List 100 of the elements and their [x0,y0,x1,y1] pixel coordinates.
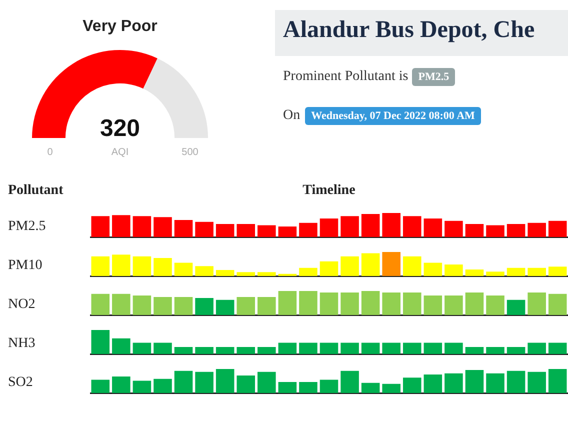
bar [548,369,567,393]
bar [465,270,484,276]
y-axis-title: PM2.5 [8,219,46,235]
bar [299,268,318,276]
bar [361,253,380,276]
bar [236,272,256,276]
bar [258,372,276,393]
bar [258,272,276,276]
y-axis-title: SO2 [8,375,33,391]
bar [548,220,567,237]
bar [299,342,318,354]
bar [216,224,234,237]
bar [236,347,256,354]
bar [299,291,318,315]
bar [91,256,110,276]
y-axis-title: NH3 [8,336,36,352]
bar [465,370,484,393]
bar [132,216,152,237]
bar [132,296,152,315]
bar [548,266,567,276]
bar [486,347,504,354]
bar [320,342,338,354]
bar [236,375,256,393]
bar [465,292,484,315]
bar [528,292,546,315]
bar [528,222,546,237]
bar [91,294,110,315]
bar [340,256,359,276]
bar [112,215,130,237]
bar [486,296,504,315]
text: Wednesday, 07 Dec 2022 08:00 AM [305,107,481,125]
bar [444,220,463,237]
bar [382,252,400,276]
bar [174,370,193,393]
text: 0 [46,147,54,158]
bar [174,262,193,276]
chart-title: Very Poor [82,18,158,36]
bar [361,291,380,315]
bar [258,347,276,354]
y-axis-title: NO2 [8,297,36,313]
bar [382,384,400,393]
bar [216,300,234,315]
bar [424,218,442,237]
bar [258,225,276,237]
bar [382,213,400,237]
bar [444,264,463,276]
bar [154,258,172,276]
bar [299,382,318,393]
bar [340,292,359,315]
bar [278,382,297,393]
text: On [283,108,300,124]
bar [236,297,256,315]
bar [424,342,442,354]
bar [528,268,546,276]
bar [154,342,172,354]
bar [216,369,234,393]
bar [216,347,234,354]
y-axis-title: PM10 [8,258,42,274]
bar [112,338,130,354]
bar [506,224,526,237]
bar [154,297,172,315]
text: Alandur Bus Depot, Che [275,10,568,56]
bar [382,342,400,354]
bar [548,294,567,315]
bar [154,378,172,393]
bar [506,370,526,393]
bar [486,225,504,237]
bar [444,373,463,393]
bar [91,380,110,393]
bar [278,342,297,354]
bar [174,297,193,315]
bar [506,268,526,276]
bar [320,261,338,276]
bar [112,254,130,276]
bar [361,214,380,237]
bar [340,216,359,237]
bar [402,378,422,393]
bar [320,218,338,237]
bar [424,262,442,276]
bar [132,342,152,354]
bar [91,330,110,354]
bar [91,216,110,237]
bar [402,216,422,237]
bar [402,342,422,354]
bar [382,292,400,315]
bar [424,374,442,393]
bar [278,291,297,315]
bar [174,347,193,354]
bar [340,342,359,354]
bar [340,370,359,393]
data-label: 320 [100,115,140,142]
bar [361,382,380,393]
bar [132,380,152,393]
bar [486,373,504,393]
bar [195,372,214,393]
bar [195,222,214,237]
bar [465,224,484,237]
bar [278,226,297,237]
bar [236,224,256,237]
bar [361,342,380,354]
